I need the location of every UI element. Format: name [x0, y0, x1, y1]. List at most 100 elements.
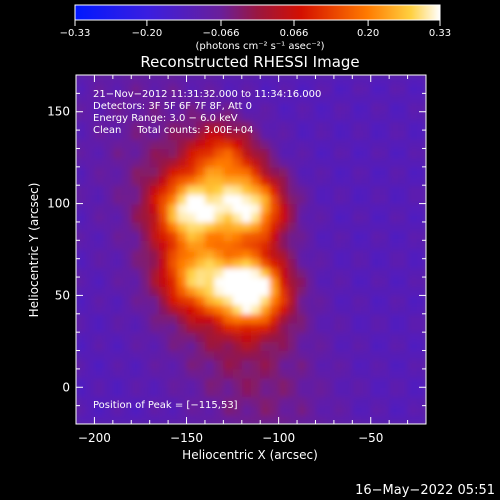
heatmap-cell	[122, 332, 132, 342]
heatmap-cell	[103, 176, 114, 186]
heatmap-cell	[269, 295, 280, 306]
heatmap-cell	[297, 185, 307, 195]
heatmap-cell	[278, 350, 289, 361]
heatmap-cell	[260, 359, 271, 370]
heatmap-cell	[379, 185, 390, 195]
heatmap-cell	[186, 267, 197, 278]
heatmap-cell	[407, 322, 418, 333]
heatmap-cell	[361, 258, 372, 269]
heatmap-cell	[214, 148, 224, 159]
heatmap-cell	[223, 221, 234, 232]
heatmap-cell	[287, 102, 298, 113]
heatmap-cell	[232, 359, 243, 370]
heatmap-cell	[122, 277, 132, 287]
heatmap-cell	[195, 359, 206, 370]
heatmap-cell	[379, 414, 390, 424]
colorbar-tick-label: 0.33	[429, 28, 451, 39]
heatmap-cell	[131, 258, 142, 269]
heatmap-cell	[343, 130, 353, 140]
heatmap-cell	[361, 212, 372, 223]
heatmap-cell	[94, 176, 105, 186]
heatmap-cell	[214, 240, 224, 251]
heatmap-cell	[241, 203, 252, 214]
heatmap-cell	[85, 166, 96, 177]
heatmap-cell	[398, 368, 409, 379]
heatmap-cell	[306, 111, 317, 122]
heatmap-cell	[416, 267, 426, 278]
heatmap-cell	[232, 166, 243, 177]
heatmap-cell	[260, 249, 271, 260]
heatmap-cell	[85, 93, 96, 104]
heatmap-cell	[407, 194, 418, 205]
heatmap-cell	[287, 240, 298, 251]
heatmap-cell	[379, 295, 390, 306]
heatmap-cell	[315, 405, 326, 416]
heatmap-cell	[177, 166, 188, 177]
heatmap-cell	[278, 341, 289, 352]
heatmap-cell	[122, 221, 132, 232]
heatmap-cell	[389, 84, 399, 94]
heatmap-cell	[278, 157, 289, 168]
heatmap-cell	[297, 166, 307, 177]
heatmap-cell	[149, 212, 160, 223]
heatmap-cell	[122, 304, 132, 315]
heatmap-cell	[241, 322, 252, 333]
heatmap-cell	[204, 185, 215, 195]
heatmap-cell	[214, 368, 224, 379]
heatmap-cell	[352, 368, 363, 379]
heatmap-cell	[103, 84, 114, 94]
heatmap-cell	[214, 166, 224, 177]
heatmap-cell	[269, 185, 280, 195]
heatmap-cell	[306, 368, 317, 379]
heatmap-cell	[398, 267, 409, 278]
heatmap-cell	[278, 414, 289, 424]
heatmap-cell	[232, 414, 243, 424]
heatmap-cell	[370, 396, 381, 407]
heatmap-cell	[260, 75, 271, 85]
heatmap-cell	[76, 139, 86, 150]
heatmap-cell	[122, 120, 132, 131]
heatmap-cell	[140, 166, 151, 177]
heatmap-cell	[204, 148, 215, 159]
heatmap-cell	[103, 185, 114, 195]
heatmap-cell	[223, 231, 234, 241]
heatmap-cell	[168, 139, 178, 150]
heatmap-cell	[306, 258, 317, 269]
heatmap-cell	[407, 414, 418, 424]
heatmap-cell	[168, 102, 178, 113]
heatmap-cell	[112, 387, 123, 398]
heatmap-cell	[103, 221, 114, 232]
heatmap-cell	[398, 378, 409, 388]
heatmap-cell	[352, 304, 363, 315]
heatmap-cell	[333, 350, 344, 361]
heatmap-cell	[223, 249, 234, 260]
heatmap-cell	[140, 359, 151, 370]
heatmap-cell	[251, 84, 261, 94]
heatmap-cell	[297, 194, 307, 205]
heatmap-cell	[76, 304, 86, 315]
heatmap-cell	[251, 387, 261, 398]
heatmap-cell	[168, 93, 178, 104]
heatmap-cell	[389, 341, 399, 352]
heatmap-cell	[251, 295, 261, 306]
heatmap-cell	[260, 304, 271, 315]
heatmap-cell	[76, 387, 86, 398]
heatmap-cell	[168, 396, 178, 407]
heatmap-cell	[232, 194, 243, 205]
heatmap-cell	[85, 194, 96, 205]
heatmap-cell	[158, 258, 169, 269]
heatmap-cell	[269, 249, 280, 260]
heatmap-cell	[149, 203, 160, 214]
heatmap-cell	[389, 130, 399, 140]
heatmap-cell	[324, 405, 335, 416]
heatmap-cell	[223, 148, 234, 159]
heatmap-cell	[361, 378, 372, 388]
heatmap-cell	[333, 120, 344, 131]
heatmap-cell	[241, 341, 252, 352]
heatmap-cell	[324, 378, 335, 388]
heatmap-cell	[260, 120, 271, 131]
heatmap-cell	[370, 102, 381, 113]
heatmap-cell	[158, 405, 169, 416]
heatmap-cell	[241, 111, 252, 122]
heatmap-cell	[269, 267, 280, 278]
